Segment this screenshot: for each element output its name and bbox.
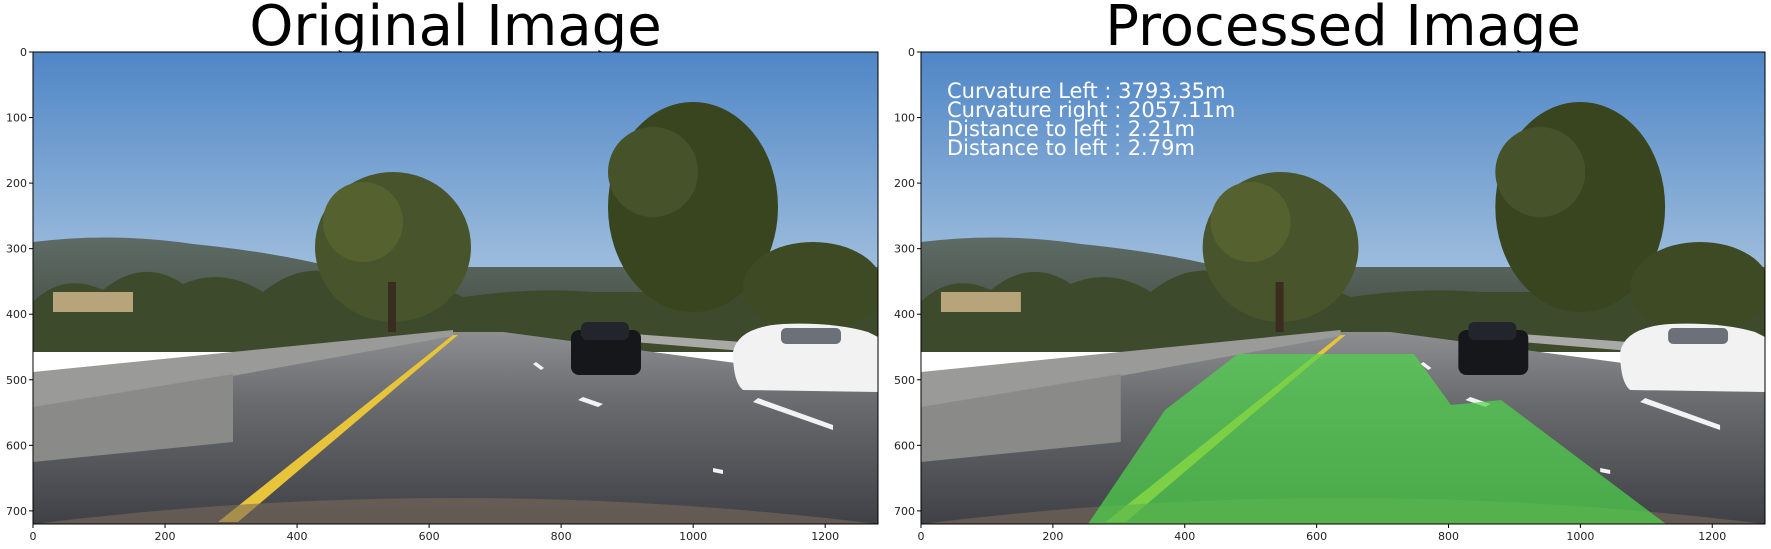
x-tick-label-processed: 800 (1438, 530, 1459, 543)
y-tick-label-processed: 200 (894, 177, 915, 190)
overlay-curvature-right: Curvature right : 2057.11m (947, 98, 1235, 122)
y-tick-label-processed: 500 (894, 374, 915, 387)
x-tick-label-processed: 1200 (1698, 530, 1726, 543)
overlay-distance-right: Distance to left : 2.79m (947, 136, 1195, 160)
y-tick-label-processed: 300 (894, 243, 915, 256)
x-tick-label-original: 400 (287, 530, 308, 543)
overlay-distance-left: Distance to left : 2.21m (947, 117, 1195, 141)
x-tick-label-processed: 1000 (1566, 530, 1594, 543)
y-tick-label-original: 400 (6, 308, 27, 321)
y-tick-label-original: 300 (6, 243, 27, 256)
x-tick-label-original: 1000 (679, 530, 707, 543)
x-tick-label-processed: 400 (1174, 530, 1195, 543)
x-tick-label-processed: 600 (1306, 530, 1327, 543)
original-image (32, 51, 879, 525)
y-tick-label-original: 0 (20, 46, 27, 59)
y-tick-label-original: 200 (6, 177, 27, 190)
y-tick-label-processed: 100 (894, 112, 915, 125)
y-tick-label-processed: 400 (894, 308, 915, 321)
axis-ticks-original: 0 200 400 600 800 1000 1200 0 100 200 300 400 500 600… (6, 46, 839, 543)
lane-overlay (1088, 354, 1666, 524)
processed-image: Curvature Left : 3793.35m Curvature righ… (920, 51, 1766, 525)
x-tick-label-original: 200 (155, 530, 176, 543)
axis-ticks-processed: 0 200 400 600 800 1000 1200 0 100 200 300 400 500 600… (894, 46, 1726, 543)
x-tick-label-original: 600 (419, 530, 440, 543)
x-tick-label-original: 800 (551, 530, 572, 543)
y-tick-label-processed: 700 (894, 505, 915, 518)
y-tick-label-original: 600 (6, 439, 27, 452)
y-tick-label-original: 500 (6, 374, 27, 387)
x-tick-label-processed: 0 (918, 530, 925, 543)
y-tick-label-processed: 0 (908, 46, 915, 59)
y-tick-label-original: 700 (6, 505, 27, 518)
overlay-curvature-left: Curvature Left : 3793.35m (947, 79, 1225, 103)
x-tick-label-original: 0 (30, 530, 37, 543)
panel-title-original: Original Image (249, 0, 662, 59)
x-tick-label-original: 1200 (811, 530, 839, 543)
y-tick-label-processed: 600 (894, 439, 915, 452)
panel-title-processed: Processed Image (1105, 0, 1581, 59)
x-tick-label-processed: 200 (1042, 530, 1063, 543)
y-tick-label-original: 100 (6, 112, 27, 125)
